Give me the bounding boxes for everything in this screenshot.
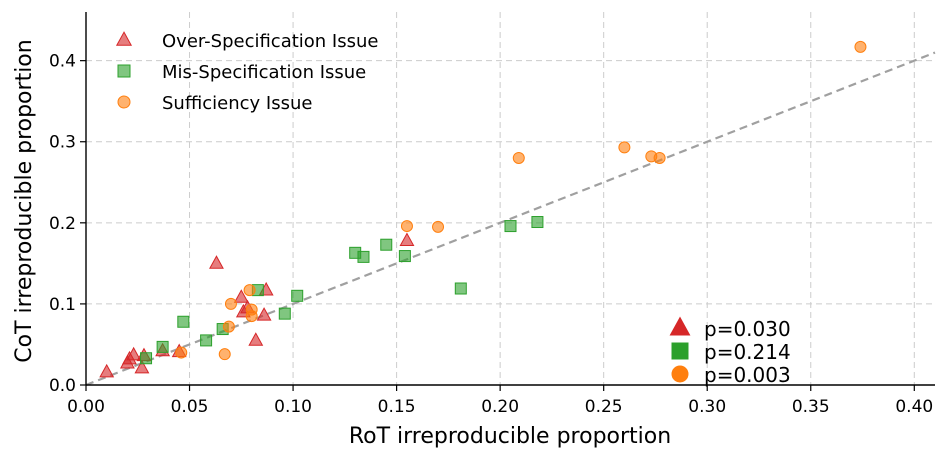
y-tick-label: 0.2 xyxy=(49,214,76,234)
x-tick-label: 0.10 xyxy=(274,397,312,417)
data-point-triangle xyxy=(248,332,264,346)
data-point-circle xyxy=(218,348,231,361)
x-axis-label: RoT irreproducible proportion xyxy=(349,424,671,449)
data-point-triangle xyxy=(233,289,249,303)
series-mis-specification-issue xyxy=(140,216,544,365)
data-point-circle xyxy=(512,151,525,164)
x-tick-label: 0.40 xyxy=(895,397,933,417)
data-point-circle xyxy=(175,346,188,359)
data-point-square xyxy=(278,307,291,320)
data-point-circle xyxy=(432,220,445,233)
y-tick-label: 0.4 xyxy=(49,52,76,72)
data-point-circle xyxy=(400,220,413,233)
data-point-square xyxy=(156,340,169,353)
data-point-circle xyxy=(222,320,235,333)
data-point-square xyxy=(200,334,213,347)
data-point-circle xyxy=(245,310,258,323)
x-tick-label: 0.35 xyxy=(792,397,830,417)
data-point-triangle xyxy=(134,359,150,374)
data-point-square xyxy=(398,250,411,263)
data-point-triangle xyxy=(126,346,142,361)
p-value-marker-circle xyxy=(671,365,689,383)
legend-marker-triangle xyxy=(115,31,133,46)
x-tick-label: 0.00 xyxy=(67,397,105,417)
data-point-circle xyxy=(618,141,631,154)
data-point-triangle xyxy=(256,307,272,321)
data-point-circle xyxy=(243,284,256,297)
data-point-triangle xyxy=(399,232,415,247)
data-point-square xyxy=(140,352,153,365)
data-point-square xyxy=(531,216,544,229)
y-tick-label: 0.3 xyxy=(49,133,76,153)
legend: Over-Specification Issue Mis-Specificatio… xyxy=(115,31,378,114)
data-point-square xyxy=(291,289,304,302)
x-tick-label: 0.25 xyxy=(585,397,623,417)
data-point-circle xyxy=(224,297,237,310)
p-value-marker-square xyxy=(671,342,689,360)
data-point-square xyxy=(357,250,370,263)
data-point-square xyxy=(177,315,190,328)
axes-layer xyxy=(85,12,935,386)
ticks-layer: 0.00 0.05 0.10 0.15 0.20 0.25 0.30 0.35 0.40 0.0 0… xyxy=(49,52,933,417)
legend-marker-square xyxy=(117,64,131,78)
p-value-label: p=0.214 xyxy=(704,340,791,364)
x-tick-label: 0.30 xyxy=(688,397,726,417)
legend-marker-circle xyxy=(117,95,131,109)
data-point-square xyxy=(380,238,393,251)
data-point-circle xyxy=(854,40,867,53)
series-sufficiency-issue xyxy=(175,40,867,361)
data-point-circle xyxy=(653,151,666,164)
data-point-triangle xyxy=(99,363,115,378)
data-point-triangle xyxy=(209,255,224,269)
x-tick-label: 0.15 xyxy=(378,397,416,417)
legend-label-mis-specification-issue: Mis-Specification Issue xyxy=(162,62,366,83)
p-value-label: p=0.003 xyxy=(704,363,791,387)
data-point-square xyxy=(454,282,467,295)
y-axis-label: CoT irreproducible proportion xyxy=(12,39,37,362)
p-value-marker-triangle xyxy=(669,316,691,336)
p-value-label: p=0.030 xyxy=(704,317,791,341)
y-tick-label: 0.0 xyxy=(49,376,76,396)
reference-line-y-equals-x xyxy=(85,51,936,387)
x-tick-label: 0.20 xyxy=(481,397,519,417)
data-point-square xyxy=(504,220,517,233)
x-tick-label: 0.05 xyxy=(171,397,209,417)
y-tick-label: 0.1 xyxy=(49,295,76,315)
points-layer xyxy=(99,40,867,378)
legend-label-over-specification-issue: Over-Specification Issue xyxy=(162,31,378,52)
legend-label-sufficiency-issue: Sufficiency Issue xyxy=(162,93,312,114)
